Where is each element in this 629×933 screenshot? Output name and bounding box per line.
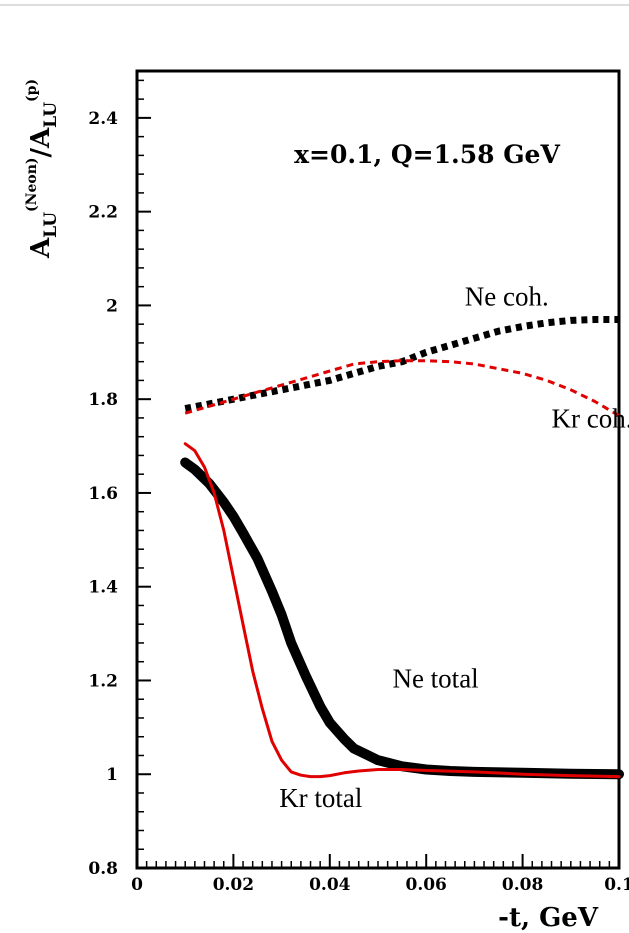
series-layer [180,316,624,780]
series-line-kr-total [183,442,621,779]
curve-label: Ne total [392,664,478,694]
y-tick-label: 2.4 [88,109,118,129]
y-axis-title-slash: /A [26,127,56,157]
chart-title: x=0.1, Q=1.58 GeV [294,140,560,169]
y-axis-title-base: A [26,237,56,259]
x-tick-label: 0.1 [604,875,629,895]
y-tick-label: 2 [106,296,118,316]
y-tick-label: 1.6 [88,484,118,504]
x-tick-label: 0.08 [502,875,543,895]
axis-ticks: 0 0.02 0.04 0.06 0.08 0.1 0.8 1 1.2 1.4 1.6 1.8 2 2.2… [88,79,629,895]
y-axis-title-sub1: LU [41,212,61,238]
curve-label: Kr total [279,783,362,813]
annotation-layer: Ne coh. Kr coh. Ne total Kr total [279,281,629,813]
y-tick-label: 1.8 [88,390,118,410]
y-tick-label: 1.4 [88,578,118,598]
curve-label: Kr coh. [552,403,629,433]
y-axis-title-sup2: (p) [24,79,40,102]
series-line-kr-coh [184,359,620,417]
y-axis-title-sup1: (Neon) [24,157,40,211]
y-axis-title: ALU(Neon)/ALU(p) [24,79,61,259]
curve-label: Ne coh. [465,281,549,311]
y-tick-label: 0.8 [88,859,118,879]
x-tick-label: 0 [131,875,143,895]
x-axis-title: -t, GeV [498,903,599,933]
series-line-ne-coh [184,316,619,413]
x-tick-label: 0.06 [405,875,446,895]
y-tick-label: 2.2 [88,203,118,223]
y-tick-label: 1.2 [88,671,118,691]
plot-frame [135,69,621,870]
svg-text:ALU(Neon)/ALU(p): ALU(Neon)/ALU(p) [24,79,61,259]
series-line-ne-total [180,457,624,780]
y-axis-title-sub2: LU [41,102,61,128]
x-tick-label: 0.02 [213,875,254,895]
x-tick-label: 0.04 [309,875,351,895]
y-tick-label: 1 [106,765,118,785]
